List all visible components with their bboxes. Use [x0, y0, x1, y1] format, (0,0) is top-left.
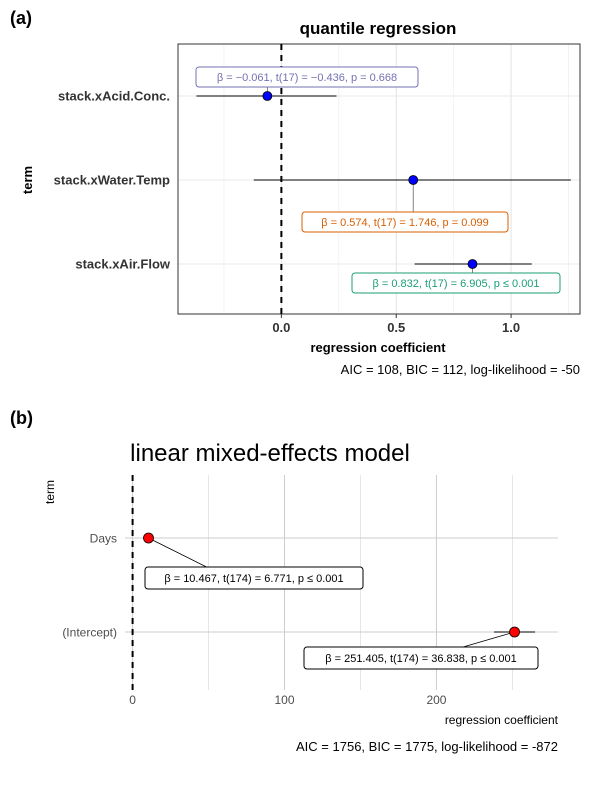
label-leader-line — [148, 537, 207, 568]
estimate-label-box — [303, 646, 539, 670]
estimate-point — [509, 626, 520, 638]
chart-panel-b: (b) linear mixed-effects model 0 100 200 regr… — [10, 408, 559, 754]
term-row: stack.xWater.Temp β = 0.574, t(17) = 1.74… — [54, 173, 571, 233]
y-tick-label: (Intercept) — [62, 626, 117, 640]
model-fit-caption: AIC = 108, BIC = 112, log-likelihood = -… — [341, 362, 580, 377]
y-tick-label: Days — [90, 532, 117, 546]
estimate-label-box — [144, 566, 364, 590]
x-tick-label: 0.5 — [387, 320, 405, 335]
term-row: Days β = 10.467, t(174) = 6.771, p ≤ 0.00… — [90, 532, 364, 590]
estimate-point — [262, 91, 273, 101]
estimate-label-box — [301, 211, 509, 233]
chart-title: linear mixed-effects model — [130, 440, 410, 467]
plot-border — [177, 43, 581, 315]
y-axis-title: term — [43, 480, 57, 504]
estimate-point — [408, 175, 419, 185]
x-axis-title: regression coefficient — [445, 713, 559, 727]
x-tick-label: 0.0 — [272, 320, 290, 335]
panel-label: (b) — [10, 408, 33, 428]
x-axis-title: regression coefficient — [310, 340, 446, 355]
model-fit-caption: AIC = 1756, BIC = 1775, log-likelihood =… — [296, 739, 558, 754]
y-axis-title: term — [20, 166, 35, 194]
x-tick-label: 0 — [129, 693, 136, 707]
estimate-point — [467, 259, 478, 269]
chart-panel-a: (a) quantile regression 0.0 0.5 1.0 regressio… — [10, 8, 581, 377]
estimate-label-box — [351, 272, 561, 294]
y-tick-label: stack.xWater.Temp — [54, 173, 170, 188]
chart-title: quantile regression — [300, 19, 457, 38]
x-tick-label: 100 — [275, 693, 295, 707]
term-row: (Intercept) β = 251.405, t(174) = 36.838,… — [62, 626, 539, 670]
label-leader-line — [462, 631, 515, 648]
x-tick-label: 200 — [426, 693, 446, 707]
estimate-label: β = 0.574, t(17) = 1.746, p = 0.099 — [321, 217, 488, 229]
y-tick-label: stack.xAir.Flow — [75, 257, 171, 272]
y-tick-label: stack.xAcid.Conc. — [58, 89, 170, 104]
estimate-label-box — [195, 66, 419, 88]
term-row: stack.xAcid.Conc. β = −0.061, t(17) = −0.… — [58, 66, 419, 104]
estimate-label: β = 10.467, t(174) = 6.771, p ≤ 0.001 — [164, 573, 343, 585]
term-row: stack.xAir.Flow β = 0.832, t(17) = 6.905,… — [75, 257, 561, 294]
estimate-point — [143, 532, 154, 544]
estimate-label: β = −0.061, t(17) = −0.436, p = 0.668 — [217, 72, 397, 84]
estimate-label: β = 0.832, t(17) = 6.905, p ≤ 0.001 — [372, 278, 539, 290]
panel-label: (a) — [10, 8, 32, 28]
estimate-label: β = 251.405, t(174) = 36.838, p ≤ 0.001 — [325, 653, 517, 665]
x-tick-label: 1.0 — [502, 320, 520, 335]
